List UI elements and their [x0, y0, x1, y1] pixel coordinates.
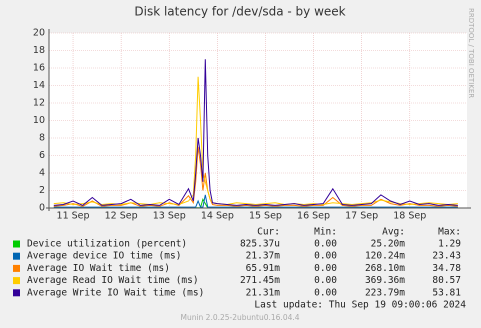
x-tick-label: 12 Sep [105, 211, 138, 222]
legend-stat: 21.37m [246, 251, 281, 262]
x-tick-label: 18 Sep [393, 211, 426, 222]
legend-label: Average Read IO Wait time (ms) [27, 275, 199, 286]
legend-stat: 825.37u [240, 239, 280, 250]
legend-stat: 120.24m [365, 251, 405, 262]
legend-stat: 369.36m [365, 275, 405, 286]
chart-title: Disk latency for /dev/sda - by week [134, 5, 345, 19]
legend-header: Avg: [382, 227, 405, 238]
series-line [53, 59, 458, 206]
y-tick-label: 2 [39, 185, 45, 196]
legend-stat: 271.45m [240, 275, 280, 286]
legend-stat: 65.91m [246, 263, 281, 274]
x-tick-label: 16 Sep [297, 211, 330, 222]
legend-stat: 268.10m [365, 263, 405, 274]
legend-swatch [13, 289, 20, 297]
series-line [53, 194, 458, 208]
legend-stat: 21.31m [246, 287, 281, 298]
x-tick-label: 14 Sep [201, 211, 234, 222]
legend-header: Max: [438, 227, 461, 238]
legend-stat: 80.57 [432, 275, 461, 286]
legend-swatch [13, 240, 20, 248]
footer: Munin 2.0.25-2ubuntu0.16.04.4 [180, 313, 299, 322]
legend-stat: 0.00 [314, 251, 337, 262]
y-tick-label: 4 [39, 168, 45, 179]
legend-header: Cur: [257, 227, 280, 238]
legend-stat: 0.00 [314, 275, 337, 286]
legend-label: Average Write IO Wait time (ms) [27, 287, 204, 298]
x-tick-label: 15 Sep [249, 211, 282, 222]
legend-stat: 0.00 [314, 239, 337, 250]
y-tick-label: 12 [33, 98, 45, 109]
legend-swatch [13, 277, 20, 285]
y-tick-label: 0 [39, 203, 45, 214]
legend-stat: 223.79m [365, 287, 405, 298]
legend-stat: 1.29 [438, 239, 461, 250]
x-tick-label: 13 Sep [153, 211, 186, 222]
legend-stat: 53.81 [432, 287, 461, 298]
y-tick-label: 14 [33, 80, 45, 91]
y-tick-label: 18 [33, 45, 45, 56]
legend-swatch [13, 264, 20, 272]
y-tick-label: 6 [39, 150, 45, 161]
legend-stat: 25.20m [371, 239, 406, 250]
side-text: RRDTOOL / TOBI OETIKER [467, 8, 475, 98]
y-tick-label: 8 [39, 133, 45, 144]
legend-stat: 0.00 [314, 287, 337, 298]
y-tick-label: 10 [33, 115, 45, 126]
y-tick-label: 20 [33, 28, 45, 39]
legend-stat: 34.78 [432, 263, 461, 274]
legend-stat: 23.43 [432, 251, 461, 262]
x-tick-label: 11 Sep [57, 211, 90, 222]
legend-label: Average IO Wait time (ms) [27, 263, 170, 274]
legend-swatch [13, 252, 20, 260]
x-tick-label: 17 Sep [345, 211, 378, 222]
y-tick-label: 16 [33, 63, 45, 74]
legend-label: Average device IO time (ms) [27, 251, 181, 262]
legend-stat: 0.00 [314, 263, 337, 274]
legend-header: Min: [314, 227, 337, 238]
last-update: Last update: Thu Sep 19 09:00:06 2024 [254, 300, 466, 311]
legend-label: Device utilization (percent) [27, 239, 187, 250]
